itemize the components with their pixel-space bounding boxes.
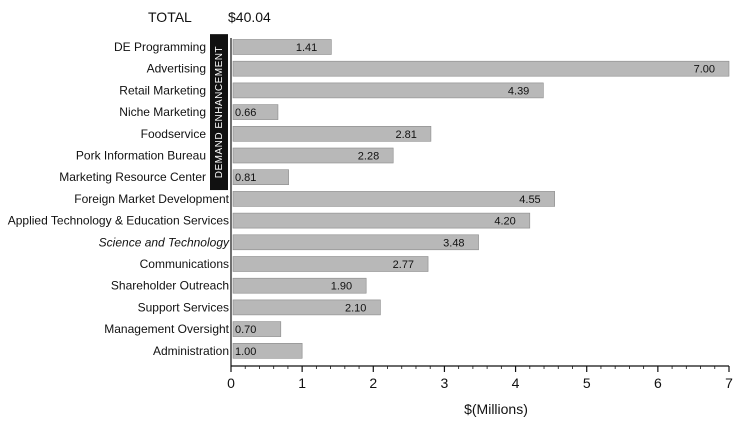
x-tick-label: 3 bbox=[441, 375, 449, 391]
category-label: Pork Information Bureau bbox=[76, 149, 206, 163]
bar bbox=[232, 39, 332, 55]
x-tick-label: 7 bbox=[725, 375, 733, 391]
bar bbox=[232, 82, 544, 99]
category-label: Shareholder Outreach bbox=[111, 279, 229, 293]
value-label: 0.70 bbox=[235, 324, 256, 336]
bar bbox=[232, 277, 367, 294]
value-label: 3.48 bbox=[443, 237, 464, 249]
bar bbox=[232, 321, 282, 337]
category-label: Foodservice bbox=[141, 127, 207, 141]
total-label: TOTAL bbox=[148, 9, 192, 25]
bar bbox=[232, 147, 394, 164]
value-label: 4.55 bbox=[519, 194, 540, 206]
x-tick-label: 0 bbox=[227, 375, 235, 391]
category-label: DE Programming bbox=[114, 40, 206, 54]
bar bbox=[232, 169, 289, 185]
value-label: 0.81 bbox=[235, 172, 256, 184]
x-axis-title: $(Millions) bbox=[464, 401, 528, 417]
bar bbox=[232, 299, 381, 316]
category-label: Communications bbox=[140, 257, 229, 271]
x-tick-label: 1 bbox=[298, 375, 306, 391]
category-label: Management Oversight bbox=[104, 322, 229, 336]
value-label: 1.00 bbox=[235, 346, 256, 358]
category-label: Support Services bbox=[138, 300, 229, 314]
bars-layer bbox=[232, 39, 730, 359]
category-labels: DE Programming Advertising Retail Marketin… bbox=[8, 40, 230, 358]
value-label: 2.77 bbox=[393, 259, 414, 271]
bar bbox=[232, 256, 429, 272]
category-label: Science and Technology bbox=[99, 235, 230, 249]
demand-enhancement-band bbox=[210, 34, 228, 191]
value-label: 4.20 bbox=[494, 216, 515, 228]
category-label: Administration bbox=[153, 344, 229, 358]
demand-enhancement-label: DEMAND ENHANCEMENT bbox=[214, 46, 225, 178]
value-label: 2.10 bbox=[345, 302, 366, 314]
x-tick-label: 2 bbox=[369, 375, 377, 391]
value-label: 0.66 bbox=[235, 107, 256, 119]
bar bbox=[232, 191, 556, 207]
bar bbox=[232, 126, 432, 142]
x-tick-label: 6 bbox=[654, 375, 662, 391]
demand-enhancement-group: DEMAND ENHANCEMENT bbox=[210, 34, 228, 191]
category-label: Foreign Market Development bbox=[74, 192, 229, 206]
value-label: 2.28 bbox=[358, 151, 379, 163]
bar bbox=[232, 212, 531, 229]
bar bbox=[232, 342, 303, 359]
bar bbox=[232, 234, 479, 251]
value-labels: 1.41 7.00 4.39 0.66 2.81 2.28 0.81 4.55 4.20 3.48… bbox=[235, 42, 715, 358]
category-label: Retail Marketing bbox=[119, 83, 206, 97]
category-label: Niche Marketing bbox=[119, 105, 206, 119]
x-tick-label: 4 bbox=[512, 375, 520, 391]
value-label: 7.00 bbox=[694, 64, 715, 76]
value-label: 1.41 bbox=[296, 42, 317, 54]
value-label: 1.90 bbox=[331, 281, 352, 293]
category-label: Advertising bbox=[147, 62, 206, 76]
category-label: Applied Technology & Education Services bbox=[8, 214, 229, 228]
value-label: 2.81 bbox=[395, 129, 416, 141]
total-value: $40.04 bbox=[228, 9, 271, 25]
category-label: Marketing Resource Center bbox=[59, 170, 206, 184]
x-tick-label: 5 bbox=[583, 375, 591, 391]
bar bbox=[232, 104, 279, 120]
value-label: 4.39 bbox=[508, 85, 529, 97]
x-axis: 0 1 2 3 4 5 6 7 bbox=[227, 38, 733, 391]
bar bbox=[232, 60, 730, 77]
